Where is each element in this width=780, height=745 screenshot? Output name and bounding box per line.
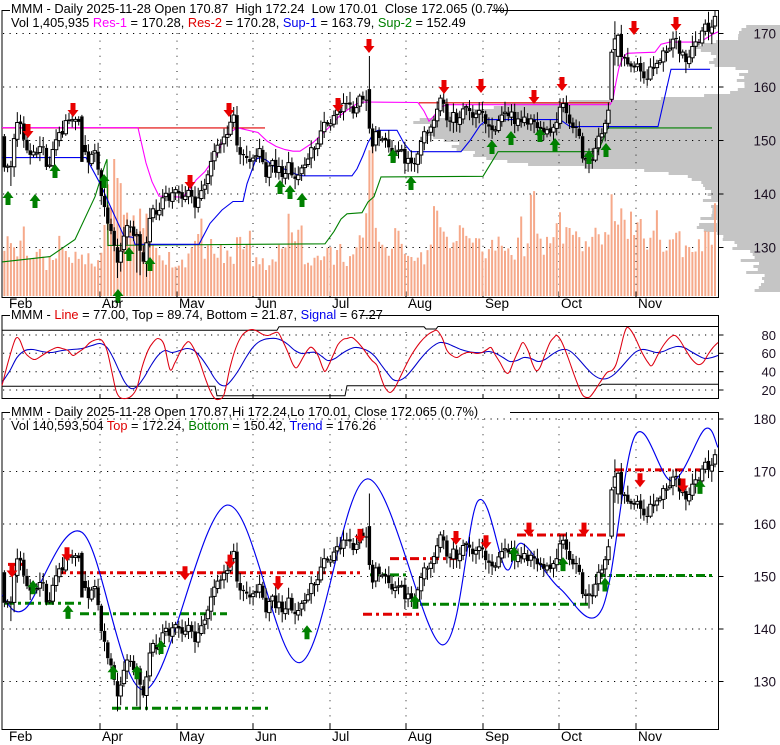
- svg-text:Jun: Jun: [255, 296, 277, 311]
- svg-text:Apr: Apr: [102, 729, 124, 744]
- svg-text:Oct: Oct: [561, 296, 582, 311]
- svg-text:Sep: Sep: [485, 729, 509, 744]
- svg-text:170: 170: [753, 464, 776, 479]
- svg-text:140: 140: [753, 187, 776, 202]
- svg-text:MMM - Line = 77.00, Top = 89.7: MMM - Line = 77.00, Top = 89.74, Bottom …: [11, 307, 383, 322]
- svg-text:Vol 1,405,935 Res-1 = 170.28,: Vol 1,405,935 Res-1 = 170.28, Res-2 = 17…: [11, 15, 466, 30]
- svg-text:140: 140: [753, 622, 776, 637]
- svg-text:Aug: Aug: [408, 729, 432, 744]
- svg-text:20: 20: [762, 383, 776, 398]
- svg-text:Vol 140,593,504 Top = 172.24,: Vol 140,593,504 Top = 172.24, Bottom = 1…: [11, 418, 376, 433]
- svg-text:Apr: Apr: [102, 296, 124, 311]
- svg-text:60: 60: [762, 346, 776, 361]
- svg-text:Jul: Jul: [332, 729, 349, 744]
- svg-text:180: 180: [753, 412, 776, 427]
- svg-text:Jul: Jul: [332, 296, 349, 311]
- svg-text:150: 150: [753, 569, 776, 584]
- svg-text:MMM - Daily 2025-11-28 Open 17: MMM - Daily 2025-11-28 Open 170.87,Hi 17…: [11, 404, 478, 419]
- svg-text:130: 130: [753, 674, 776, 689]
- svg-text:130: 130: [753, 240, 776, 255]
- svg-text:Feb: Feb: [9, 296, 32, 311]
- svg-text:150: 150: [753, 133, 776, 148]
- svg-text:Nov: Nov: [638, 296, 662, 311]
- svg-text:Jun: Jun: [255, 729, 277, 744]
- svg-text:160: 160: [753, 517, 776, 532]
- svg-text:Feb: Feb: [9, 729, 32, 744]
- svg-text:40: 40: [762, 365, 776, 380]
- svg-text:May: May: [179, 296, 205, 311]
- svg-text:160: 160: [753, 80, 776, 95]
- svg-text:MMM - Daily 2025-11-28 Open 17: MMM - Daily 2025-11-28 Open 170.87 High …: [11, 1, 509, 16]
- svg-text:Nov: Nov: [638, 729, 662, 744]
- svg-text:170: 170: [753, 26, 776, 41]
- svg-text:Sep: Sep: [485, 296, 509, 311]
- svg-text:80: 80: [762, 328, 776, 343]
- svg-text:May: May: [179, 729, 205, 744]
- svg-text:Aug: Aug: [408, 296, 432, 311]
- svg-text:Oct: Oct: [561, 729, 582, 744]
